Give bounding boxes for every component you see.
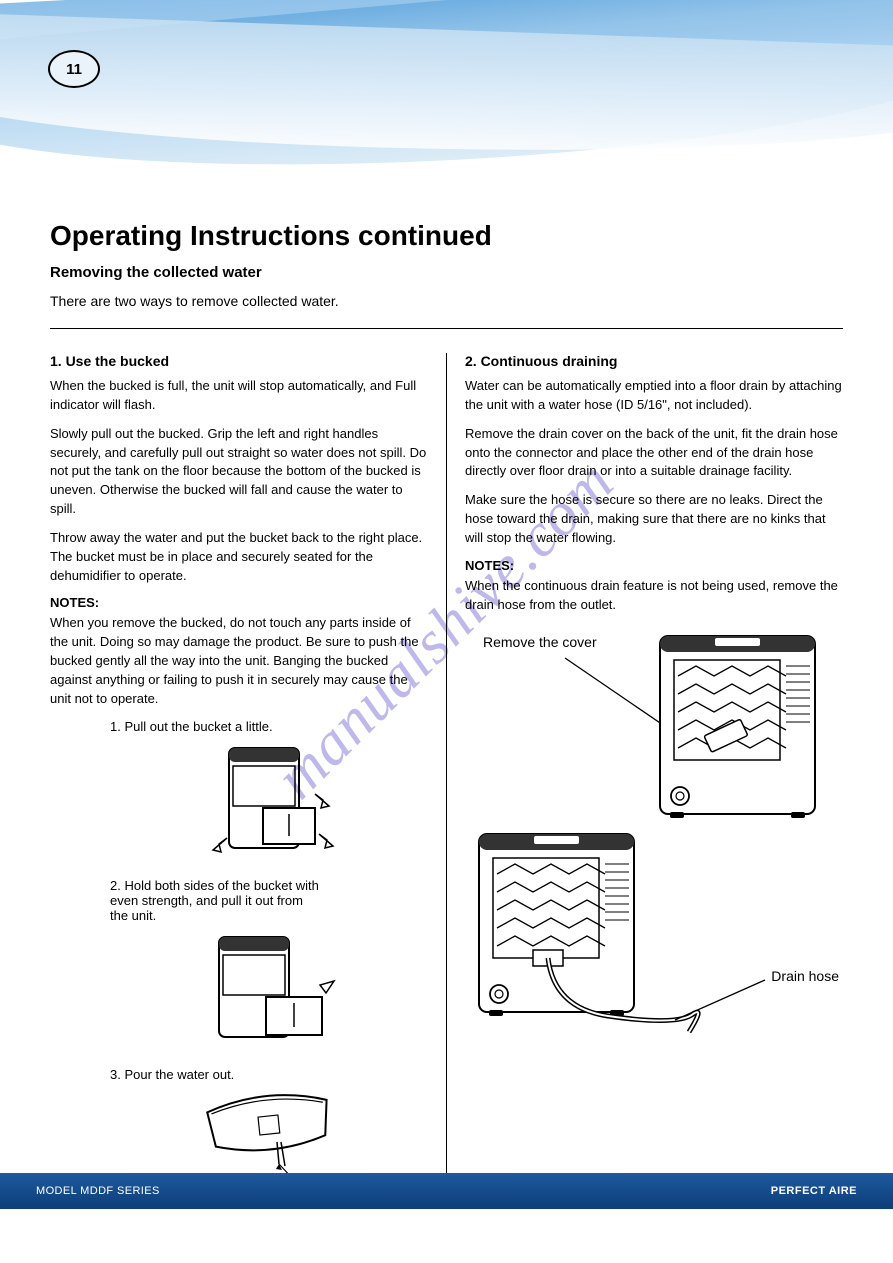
page-footer: MODEL MDDF SERIES PERFECT AIRE <box>0 1173 893 1209</box>
right-paragraph: Water can be automatically emptied into … <box>465 377 843 415</box>
step-1-label: 1. Pull out the bucket a little. <box>110 719 428 734</box>
page-number-badge: 11 <box>48 50 100 88</box>
page-title: Operating Instructions continued <box>50 220 843 252</box>
notes-label: NOTES: <box>465 558 843 573</box>
pour-water-figure <box>189 1086 349 1181</box>
left-heading: 1. Use the bucked <box>50 353 428 369</box>
intro-text: There are two ways to remove collected w… <box>50 291 843 312</box>
right-paragraph: Make sure the hose is secure so there ar… <box>465 491 843 548</box>
page-number: 11 <box>66 61 82 78</box>
step-2-label: 2. Hold both sides of the bucket with ev… <box>110 878 320 923</box>
bucket-pull-figure <box>199 738 339 868</box>
right-heading: 2. Continuous draining <box>465 353 843 369</box>
right-paragraph: Remove the drain cover on the back of th… <box>465 425 843 482</box>
footer-model: MODEL MDDF SERIES <box>36 1185 160 1197</box>
right-column: 2. Continuous draining Water can be auto… <box>447 353 843 1206</box>
notes-label: NOTES: <box>50 595 428 610</box>
header-wave-bg <box>0 0 893 150</box>
section-subtitle: Removing the collected water <box>50 264 843 281</box>
bucket-lift-figure <box>194 927 344 1057</box>
notes-body: When you remove the bucked, do not touch… <box>50 614 428 708</box>
step-2-figure <box>110 927 428 1057</box>
right-figure-2: Drain hose <box>465 828 843 1038</box>
divider-rule <box>50 328 843 329</box>
left-paragraph: Throw away the water and put the bucket … <box>50 529 428 586</box>
content-area: Operating Instructions continued Removin… <box>50 220 843 1206</box>
step-1-figure <box>110 738 428 868</box>
left-column: 1. Use the bucked When the bucked is ful… <box>50 353 447 1206</box>
step-3-label: 3. Pour the water out. <box>110 1067 428 1082</box>
unit-back-cover-figure <box>465 630 845 820</box>
two-column-layout: 1. Use the bucked When the bucked is ful… <box>50 353 843 1206</box>
notes-body: When the continuous drain feature is not… <box>465 577 843 615</box>
right-figure-1: Remove the cover <box>465 630 843 820</box>
step-3-figure <box>110 1086 428 1181</box>
steps-container: 1. Pull out the bucket a little. <box>110 719 428 1206</box>
left-paragraph: When the bucked is full, the unit will s… <box>50 377 428 415</box>
footer-brand: PERFECT AIRE <box>771 1185 857 1197</box>
left-paragraph: Slowly pull out the bucked. Grip the lef… <box>50 425 428 519</box>
unit-drain-hose-figure <box>465 828 845 1038</box>
